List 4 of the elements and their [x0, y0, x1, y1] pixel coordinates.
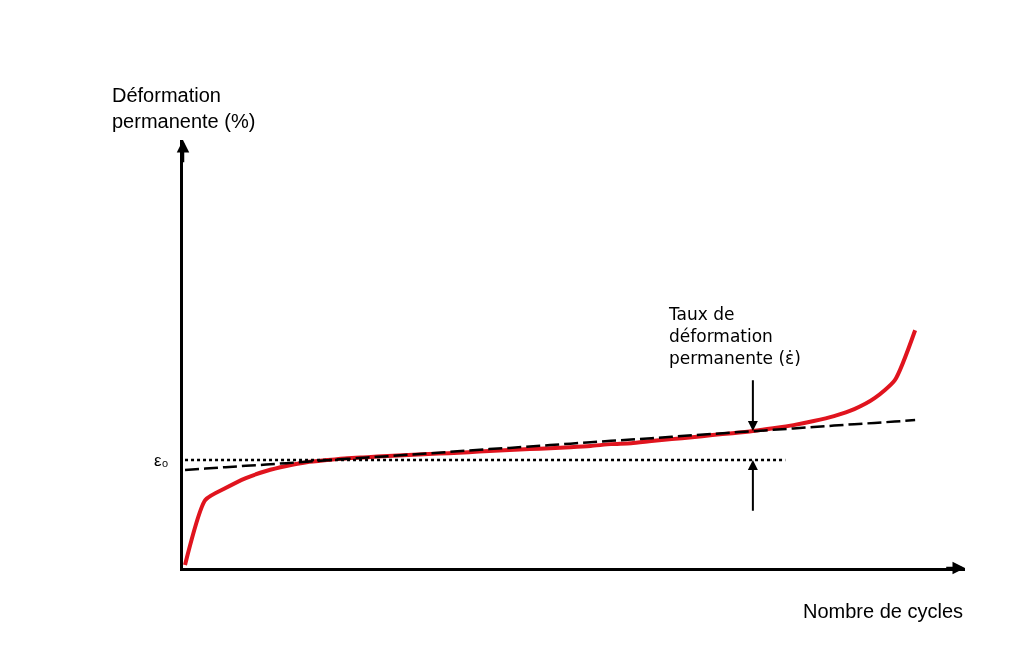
ref-line-label: ε₀: [154, 451, 169, 470]
x-axis-title: Nombre de cycles: [803, 600, 964, 622]
annotation: Taux de déformation permanente (ε̇): [668, 304, 801, 369]
text: Déformation permanente (%): [112, 84, 256, 132]
